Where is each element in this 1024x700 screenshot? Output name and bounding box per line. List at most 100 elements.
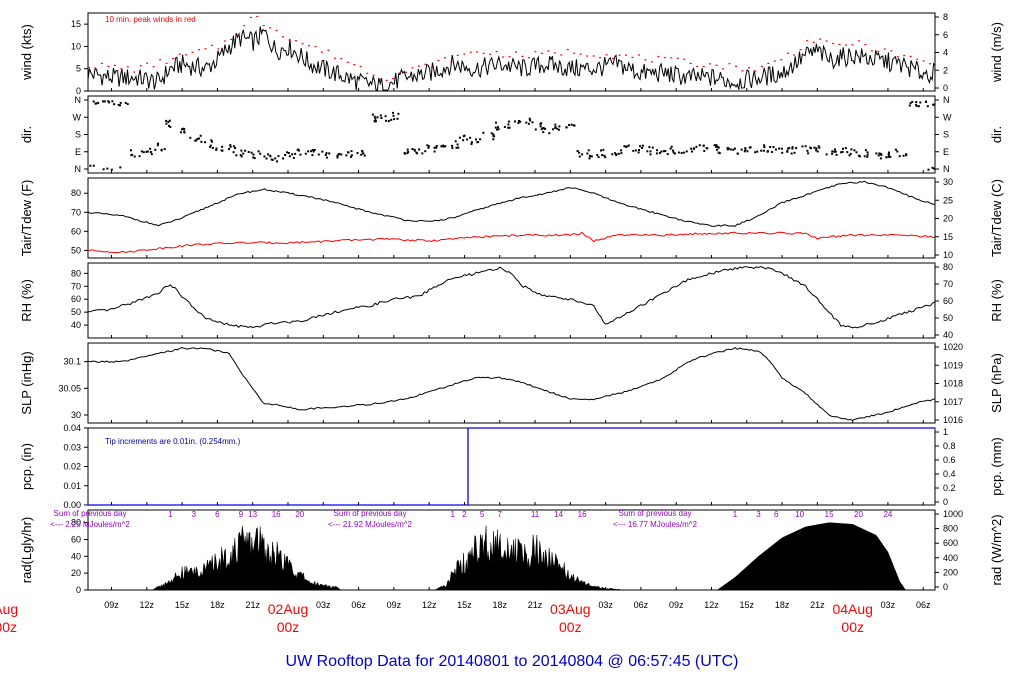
x-hour-tick-label: 06z	[351, 600, 366, 610]
dir-point	[257, 150, 260, 153]
dir-point	[338, 153, 341, 155]
dir-point	[581, 153, 584, 156]
dir-point	[602, 148, 605, 151]
dir-point	[816, 150, 819, 153]
dir-point	[146, 150, 149, 153]
dir-point	[427, 146, 430, 149]
x-hour-tick-label: 15z	[740, 600, 755, 610]
wind-peak-mark	[922, 60, 925, 62]
dir-point	[380, 117, 383, 119]
dir-point	[713, 144, 716, 147]
wind-peak-mark	[165, 62, 168, 64]
dir-point	[548, 132, 551, 135]
x-hour-tick-label: 18z	[775, 600, 790, 610]
dir-point	[406, 152, 409, 155]
wind-peak-mark	[851, 44, 854, 46]
wind-peak-mark	[210, 44, 213, 46]
wind-peak-mark	[650, 61, 653, 63]
dir-point	[250, 151, 253, 154]
dir-point	[831, 150, 834, 153]
dir-point	[790, 152, 793, 155]
wind-peak-mark	[916, 58, 919, 60]
dir-point	[770, 151, 773, 153]
dir-point	[252, 156, 255, 159]
dir-point	[228, 148, 230, 151]
dir-point	[834, 150, 837, 153]
dir-point	[638, 149, 640, 151]
dir-point	[806, 149, 809, 152]
dir-point	[235, 154, 238, 157]
dir-point	[242, 152, 245, 155]
dir-point	[848, 154, 851, 157]
dir-point	[786, 149, 789, 152]
dir-point	[292, 156, 295, 159]
dir-point	[743, 150, 746, 153]
dir-point	[373, 115, 376, 118]
rad-ytick-label-right: 800	[943, 524, 958, 534]
dir-point	[568, 124, 570, 126]
dir-point	[215, 149, 218, 151]
dir-point	[875, 152, 878, 155]
dir-point	[807, 152, 810, 155]
dir-point	[234, 147, 237, 149]
wind-peak-mark	[88, 66, 90, 68]
wind-peak-mark	[469, 51, 472, 53]
wind-peak-mark	[301, 43, 304, 45]
dir-point	[620, 149, 623, 152]
temp-ytick-label-left: 70	[71, 207, 81, 217]
wind-peak-mark	[379, 78, 382, 80]
dir-point	[232, 151, 235, 154]
dir-point	[180, 128, 183, 131]
rad-hour-label: 6	[215, 510, 220, 519]
dir-point	[418, 148, 421, 151]
temp-frame	[87, 177, 936, 259]
dir-point	[677, 151, 680, 154]
dir-point	[754, 151, 757, 154]
dir-point	[932, 103, 935, 106]
dir-point	[740, 148, 743, 151]
wind-peak-mark	[540, 52, 543, 54]
dir-point	[142, 151, 145, 154]
dir-point	[698, 144, 701, 147]
dir-point	[107, 100, 110, 103]
dir-point	[933, 167, 936, 170]
dir-point	[744, 147, 747, 150]
wind-peak-mark	[359, 65, 362, 68]
rh-ytick-label-right: 80	[943, 262, 953, 272]
dir-point	[655, 152, 658, 155]
wind-peak-mark	[534, 51, 537, 53]
dir-point	[788, 147, 791, 149]
wind-peak-mark	[456, 54, 459, 56]
dir-point	[496, 128, 498, 131]
dir-point	[733, 147, 736, 150]
slp-ytick-label-left: 30.1	[63, 357, 81, 367]
dir-point	[277, 155, 280, 158]
wind-peak-mark	[327, 49, 330, 51]
dir-point	[772, 146, 775, 148]
dir-point	[507, 126, 510, 129]
pcp-ytick-label-left: 0.02	[63, 462, 81, 472]
wind-ytick-label-right: 2	[943, 65, 948, 75]
slp-ytick-label-right: 1019	[943, 360, 963, 370]
wind-peak-mark	[372, 74, 375, 76]
wind-peak-mark	[430, 66, 433, 68]
dir-point	[625, 145, 628, 148]
dir-point	[444, 145, 447, 148]
slp-ylabel-left: SLP (inHg)	[19, 351, 34, 414]
dir-point	[858, 155, 861, 158]
wind-peak-mark	[644, 59, 647, 61]
dir-point	[844, 147, 847, 150]
dir-point	[864, 149, 867, 152]
dir-point	[265, 157, 268, 160]
wind-annotation: 10 min. peak winds in red	[105, 15, 196, 24]
wind-peak-mark	[857, 40, 860, 42]
dir-point	[793, 151, 796, 154]
wind-peak-mark	[107, 65, 110, 67]
x-hour-tick-label: 12z	[140, 600, 155, 610]
dir-point	[919, 101, 922, 104]
dir-point	[519, 120, 522, 123]
slp-ytick-label-left: 30.05	[58, 383, 81, 393]
rad-hour-label: 20	[295, 510, 304, 519]
wind-ylabel-left: wind (kts)	[19, 24, 34, 81]
dir-point	[126, 103, 129, 106]
